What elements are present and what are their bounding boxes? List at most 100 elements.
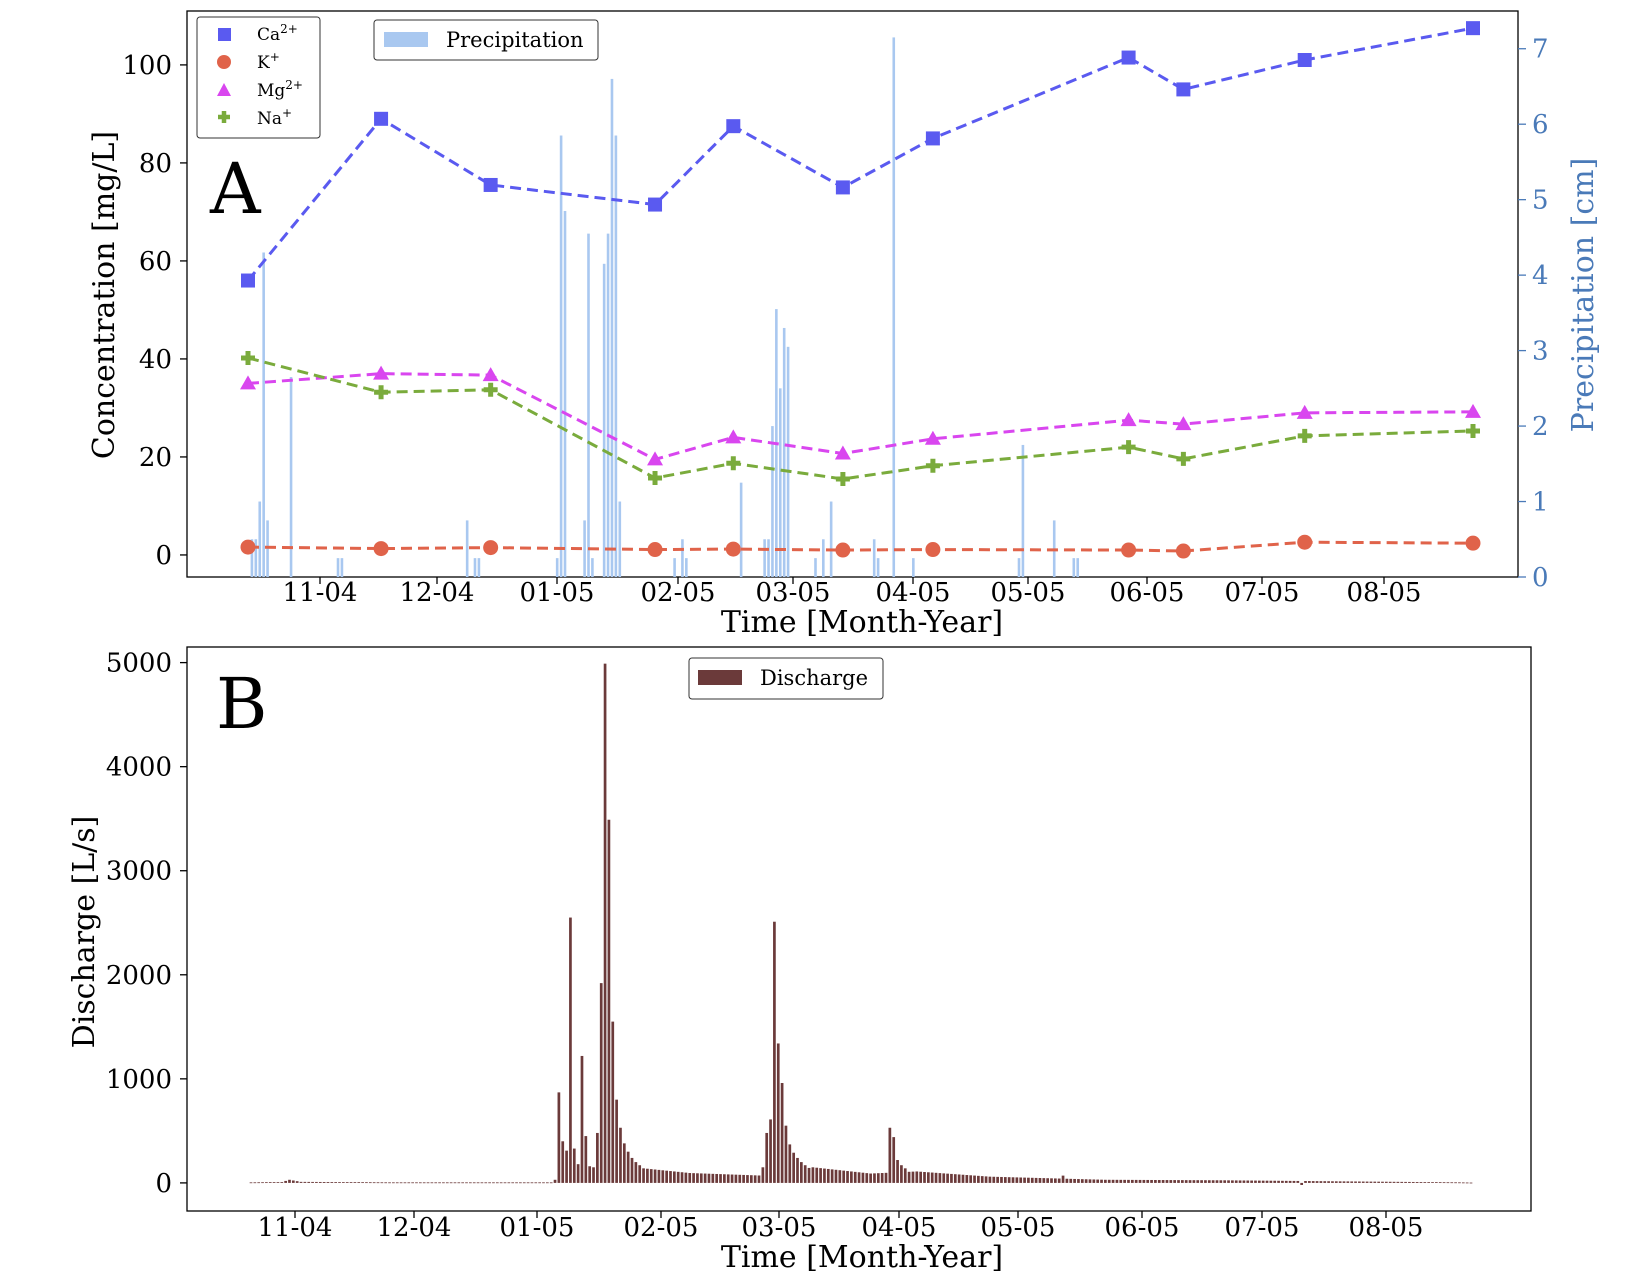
discharge-bar-5 (268, 1182, 272, 1183)
point-triangle-8 (1175, 416, 1192, 431)
discharge-bar-123 (723, 1174, 726, 1183)
discharge-bar-26 (349, 1182, 353, 1183)
discharge-bar-294 (1381, 1181, 1384, 1183)
discharge-bar-115 (692, 1173, 695, 1183)
discharge-bar-56 (465, 1182, 468, 1184)
discharge-xtick-label-7: 06-05 (1105, 1213, 1180, 1243)
discharge-bar-18 (318, 1181, 322, 1183)
point-circle-2 (483, 540, 499, 556)
precip-bar-36 (872, 539, 876, 577)
precip-bar-8 (465, 520, 469, 577)
discharge-bar-138 (780, 1083, 784, 1183)
discharge-bar-31 (368, 1182, 372, 1184)
discharge-bar-155 (846, 1171, 849, 1183)
discharge-bar-127 (738, 1174, 742, 1183)
discharge-bar-204 (1034, 1177, 1038, 1183)
point-circle-3 (647, 542, 663, 558)
discharge-bar-193 (992, 1176, 996, 1183)
discharge-bar-42 (411, 1182, 414, 1184)
point-square-10 (1466, 21, 1480, 36)
precip-bar-18 (606, 233, 610, 578)
xtick-label-2: 01-05 (520, 578, 595, 608)
discharge-bar-95 (615, 1099, 618, 1183)
discharge-bar-254 (1227, 1180, 1230, 1183)
xtick-label-7: 06-05 (1110, 578, 1185, 608)
discharge-bar-84 (572, 1148, 576, 1183)
legend-k-label: K+ (257, 50, 280, 73)
discharge-bar-13 (299, 1181, 303, 1183)
discharge-bar-231 (1138, 1179, 1142, 1183)
legend-discharge-label: Discharge (760, 666, 868, 690)
discharge-bar-245 (1192, 1180, 1196, 1183)
discharge-bar-64 (495, 1182, 499, 1184)
discharge-bar-143 (799, 1162, 803, 1183)
discharge-bar-96 (619, 1127, 622, 1183)
discharge-bar-1 (253, 1182, 257, 1184)
discharge-bar-55 (461, 1182, 465, 1184)
precip-bar-31 (782, 327, 786, 577)
ytick-label-3: 60 (139, 247, 172, 277)
discharge-bar-241 (1177, 1180, 1180, 1183)
rtick-label-2: 2 (1532, 412, 1549, 442)
ytick-label-1: 20 (139, 443, 172, 473)
discharge-bar-315 (1461, 1182, 1465, 1184)
discharge-bar-225 (1115, 1179, 1119, 1183)
point-plus-5 (835, 471, 850, 486)
discharge-bar-121 (715, 1173, 719, 1183)
discharge-bar-168 (896, 1160, 899, 1183)
discharge-bar-45 (422, 1182, 426, 1184)
discharge-bar-153 (838, 1170, 842, 1183)
point-circle-4 (725, 541, 741, 557)
discharge-bar-275 (1308, 1181, 1311, 1183)
precip-bar-0 (250, 539, 254, 577)
precip-bar-24 (685, 558, 688, 577)
discharge-bar-179 (938, 1173, 942, 1183)
discharge-bar-271 (1292, 1180, 1296, 1183)
discharge-bar-69 (515, 1182, 518, 1184)
discharge-bar-306 (1427, 1182, 1431, 1183)
rtick-label-3: 3 (1532, 337, 1549, 367)
discharge-bar-14 (303, 1181, 307, 1183)
precip-bar-16 (591, 558, 594, 577)
discharge-bar-144 (803, 1165, 807, 1183)
panel-a-frame (186, 10, 1519, 578)
discharge-bar-291 (1369, 1181, 1373, 1183)
discharge-bar-66 (503, 1182, 507, 1184)
discharge-bar-126 (734, 1174, 738, 1183)
discharge-xtick-label-8: 07-05 (1225, 1213, 1300, 1243)
discharge-bar-176 (927, 1172, 930, 1183)
discharge-bar-111 (676, 1171, 680, 1183)
discharge-bar-35 (384, 1182, 388, 1184)
discharge-bar-182 (950, 1173, 953, 1183)
discharge-bar-295 (1384, 1181, 1388, 1183)
discharge-bar-6 (272, 1182, 276, 1183)
discharge-bar-221 (1100, 1179, 1103, 1183)
point-triangle-9 (1296, 404, 1313, 419)
discharge-bar-36 (388, 1182, 391, 1184)
discharge-bar-158 (857, 1172, 861, 1183)
discharge-bar-227 (1123, 1179, 1126, 1183)
discharge-bar-165 (884, 1172, 888, 1183)
discharge-bar-21 (330, 1182, 334, 1183)
discharge-bar-302 (1411, 1181, 1415, 1183)
discharge-bar-253 (1223, 1180, 1227, 1183)
discharge-bar-210 (1057, 1178, 1061, 1183)
discharge-bar-51 (445, 1182, 449, 1184)
point-plus-8 (1176, 451, 1191, 466)
discharge-xtick-label-0: 11-04 (258, 1213, 333, 1243)
discharge-bar-200 (1019, 1177, 1023, 1183)
discharge-bar-151 (830, 1169, 834, 1183)
discharge-bar-224 (1111, 1179, 1115, 1183)
discharge-bar-258 (1242, 1180, 1246, 1183)
series-line-circle (247, 540, 1474, 553)
discharge-bar-211 (1061, 1175, 1065, 1183)
discharge-bar-118 (703, 1173, 707, 1183)
discharge-bar-110 (672, 1171, 676, 1183)
point-circle-8 (1175, 543, 1191, 559)
xtick-label-8: 07-05 (1225, 578, 1300, 608)
discharge-bar-90 (596, 1132, 599, 1183)
point-circle-10 (1465, 535, 1481, 551)
discharge-bar-252 (1219, 1180, 1223, 1183)
discharge-bar-33 (376, 1182, 380, 1184)
discharge-bar-223 (1107, 1179, 1111, 1183)
